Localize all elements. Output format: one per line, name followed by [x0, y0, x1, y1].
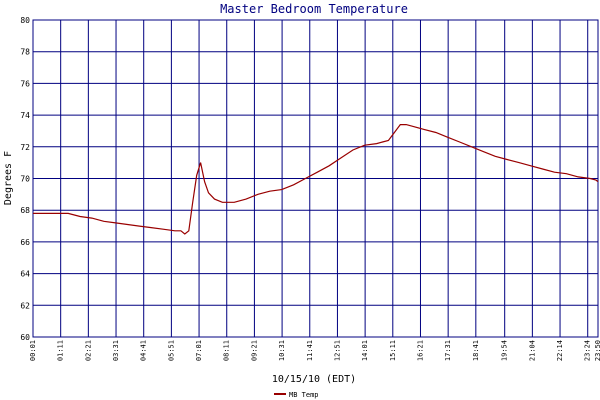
x-tick-label: 23:24	[584, 340, 592, 361]
x-tick-label: 05:51	[167, 340, 175, 361]
x-tick-label: 08:11	[223, 340, 231, 361]
x-tick-label: 18:41	[472, 340, 480, 361]
y-tick-labels: 60 62 64 66 68 70 72 74 76 78 80	[20, 16, 30, 342]
x-tick-label: 23:50	[594, 340, 600, 361]
y-axis-label: Degrees F	[3, 151, 14, 205]
x-tick-label: 01:11	[57, 340, 65, 361]
x-tick-label: 07:01	[195, 340, 203, 361]
x-tick-label: 04:41	[140, 340, 148, 361]
x-tick-label: 11:41	[306, 340, 314, 361]
y-tick-label: 62	[20, 301, 30, 310]
legend: MB Temp	[274, 391, 319, 399]
x-tick-label: 03:31	[112, 340, 120, 361]
x-tick-label: 14:01	[361, 340, 369, 361]
y-tick-label: 70	[20, 175, 30, 184]
y-tick-label: 66	[20, 238, 30, 247]
series-line-mb-temp	[33, 123, 599, 235]
x-tick-labels: 00:01 01:11 02:21 03:31 04:41 05:51 07:01 08:11…	[29, 340, 600, 361]
x-tick-label: 16:21	[416, 340, 424, 361]
y-tick-label: 68	[20, 206, 30, 215]
chart-title: Master Bedroom Temperature	[220, 2, 408, 16]
x-axis-label: 10/15/10 (EDT)	[272, 374, 356, 385]
y-tick-label: 64	[20, 270, 30, 279]
y-tick-label: 80	[20, 16, 30, 25]
y-tick-label: 76	[20, 79, 30, 88]
x-tick-label: 09:21	[250, 340, 258, 361]
x-tick-label: 19:54	[501, 340, 509, 361]
legend-label: MB Temp	[289, 391, 319, 399]
x-tick-label: 12:51	[333, 340, 341, 361]
x-tick-label: 17:31	[444, 340, 452, 361]
y-tick-label: 78	[20, 48, 30, 57]
x-tick-label: 21:04	[528, 340, 536, 361]
y-tick-label: 60	[20, 333, 30, 342]
x-tick-label: 15:11	[389, 340, 397, 361]
x-tick-label: 02:21	[84, 340, 92, 361]
x-tick-label: 10:31	[278, 340, 286, 361]
grid	[32, 19, 599, 338]
y-tick-label: 74	[20, 111, 30, 120]
x-tick-label: 22:14	[556, 340, 564, 361]
y-tick-label: 72	[20, 143, 30, 152]
x-tick-label: 00:01	[29, 340, 37, 361]
